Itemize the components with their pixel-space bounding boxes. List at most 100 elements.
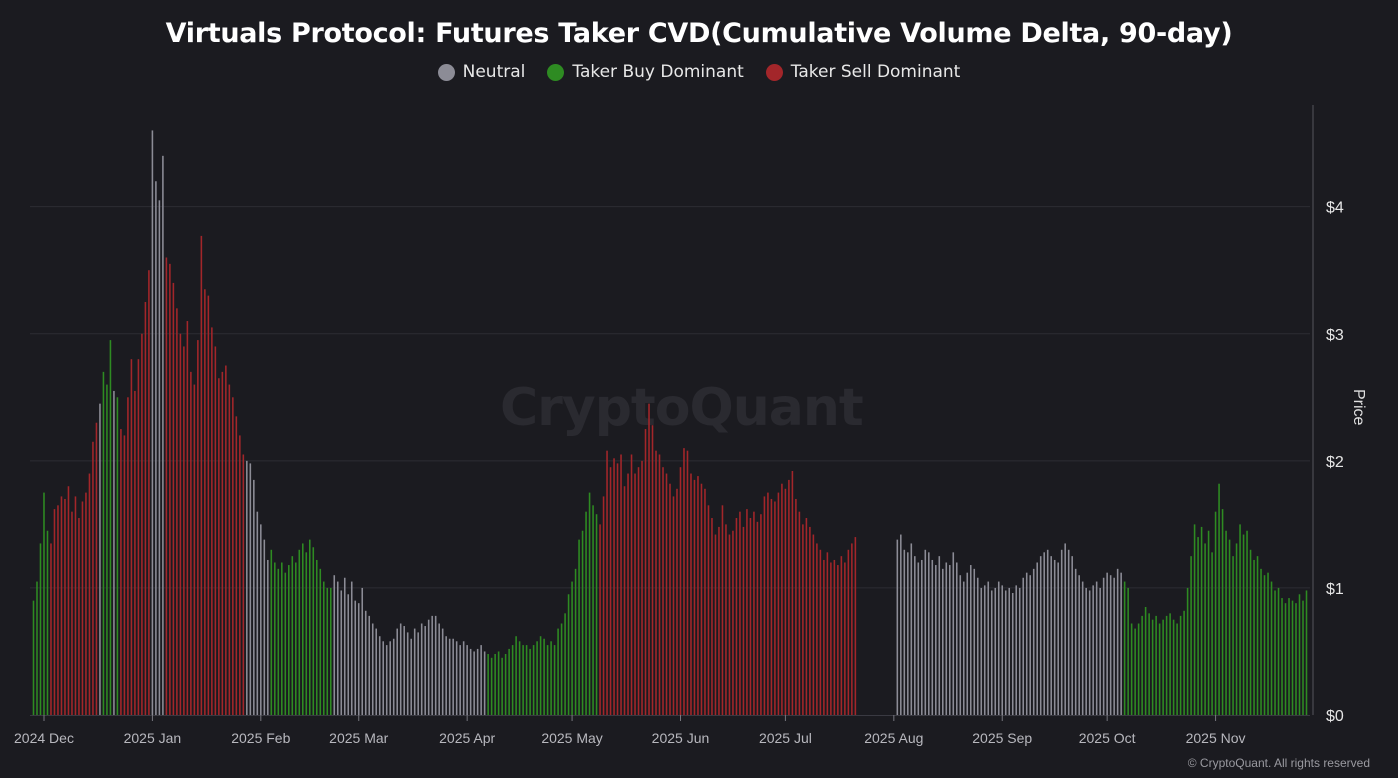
bar (714, 534, 717, 715)
bar (1274, 590, 1276, 715)
bar (1232, 556, 1234, 715)
bar (976, 577, 979, 715)
bar (141, 333, 143, 715)
bar (1102, 577, 1105, 715)
bar (57, 505, 59, 715)
bar (840, 556, 843, 715)
bar (1270, 581, 1273, 715)
bar (802, 524, 804, 716)
bar (1221, 509, 1224, 716)
bar (476, 648, 479, 715)
bar (1057, 562, 1059, 715)
bar (1116, 568, 1119, 715)
bar (1197, 537, 1199, 715)
bar (1018, 587, 1021, 715)
bar (602, 496, 605, 715)
bar (844, 562, 846, 715)
bar (595, 514, 598, 715)
bar (200, 235, 203, 715)
bar (144, 301, 147, 715)
bar (805, 518, 808, 715)
bar (382, 641, 385, 715)
x-tick-label: 2025 Feb (231, 730, 290, 746)
bar (204, 289, 206, 715)
bar (1263, 575, 1266, 715)
bar (1085, 587, 1087, 715)
bar (564, 613, 566, 715)
bar (1095, 581, 1098, 715)
bar (532, 645, 535, 715)
bar (945, 562, 948, 715)
bar (1239, 524, 1241, 716)
bar (522, 645, 524, 715)
bar (546, 645, 549, 715)
bar (267, 559, 269, 715)
bar (1291, 600, 1294, 716)
bar (92, 441, 94, 715)
bar (480, 645, 482, 715)
bar (1207, 530, 1210, 715)
bar (1141, 615, 1143, 716)
bar (1288, 598, 1290, 715)
y-tick-label: $3 (1326, 327, 1344, 344)
bar (907, 552, 909, 715)
bar (288, 565, 290, 715)
bar (613, 458, 615, 715)
bar (343, 577, 346, 715)
bar (1046, 549, 1049, 715)
bar (704, 488, 706, 715)
bar (190, 371, 192, 715)
bar (1193, 524, 1196, 716)
bar (620, 454, 622, 715)
bar (50, 543, 52, 715)
bar (833, 559, 836, 715)
bar (784, 488, 787, 715)
bar (246, 460, 248, 715)
bar (424, 626, 426, 715)
bar (431, 615, 433, 716)
bar (1071, 556, 1073, 715)
bar (1092, 585, 1094, 716)
bar (1277, 587, 1280, 715)
bar (501, 657, 503, 715)
bar (623, 486, 626, 715)
bar (455, 641, 458, 715)
bar (312, 547, 315, 715)
bar (962, 581, 965, 715)
bar (1039, 556, 1042, 715)
legend-label-neutral: Neutral (462, 62, 526, 82)
bar (308, 539, 311, 716)
legend-item-taker-buy[interactable]: Taker Buy Dominant (547, 62, 744, 82)
legend-item-neutral[interactable]: Neutral (437, 62, 526, 82)
legend-item-taker-sell[interactable]: Taker Sell Dominant (765, 62, 961, 82)
bar (676, 488, 678, 715)
bar (74, 496, 77, 715)
bar (137, 359, 140, 715)
bar (1109, 575, 1112, 715)
x-tick-label: 2025 Apr (439, 730, 495, 746)
legend-label-taker-sell: Taker Sell Dominant (790, 62, 961, 82)
bar (711, 518, 713, 715)
bar (378, 636, 381, 715)
legend-dot-taker-sell (765, 63, 783, 81)
bar (302, 543, 304, 715)
bar (983, 585, 986, 716)
bar (329, 587, 332, 715)
bar (260, 524, 262, 716)
watermark: CryptoQuant (500, 378, 864, 438)
bar (1249, 549, 1252, 715)
bar (487, 654, 489, 715)
bar (1169, 613, 1171, 715)
bar (1253, 559, 1255, 715)
bar (406, 632, 409, 715)
bar (389, 641, 391, 715)
bar (798, 511, 801, 715)
bar (980, 587, 983, 715)
bar (588, 492, 591, 715)
bar (469, 648, 472, 715)
bar (756, 521, 759, 715)
bar (616, 463, 619, 716)
bar (732, 530, 734, 715)
bar (1001, 585, 1004, 716)
bar (641, 460, 643, 715)
